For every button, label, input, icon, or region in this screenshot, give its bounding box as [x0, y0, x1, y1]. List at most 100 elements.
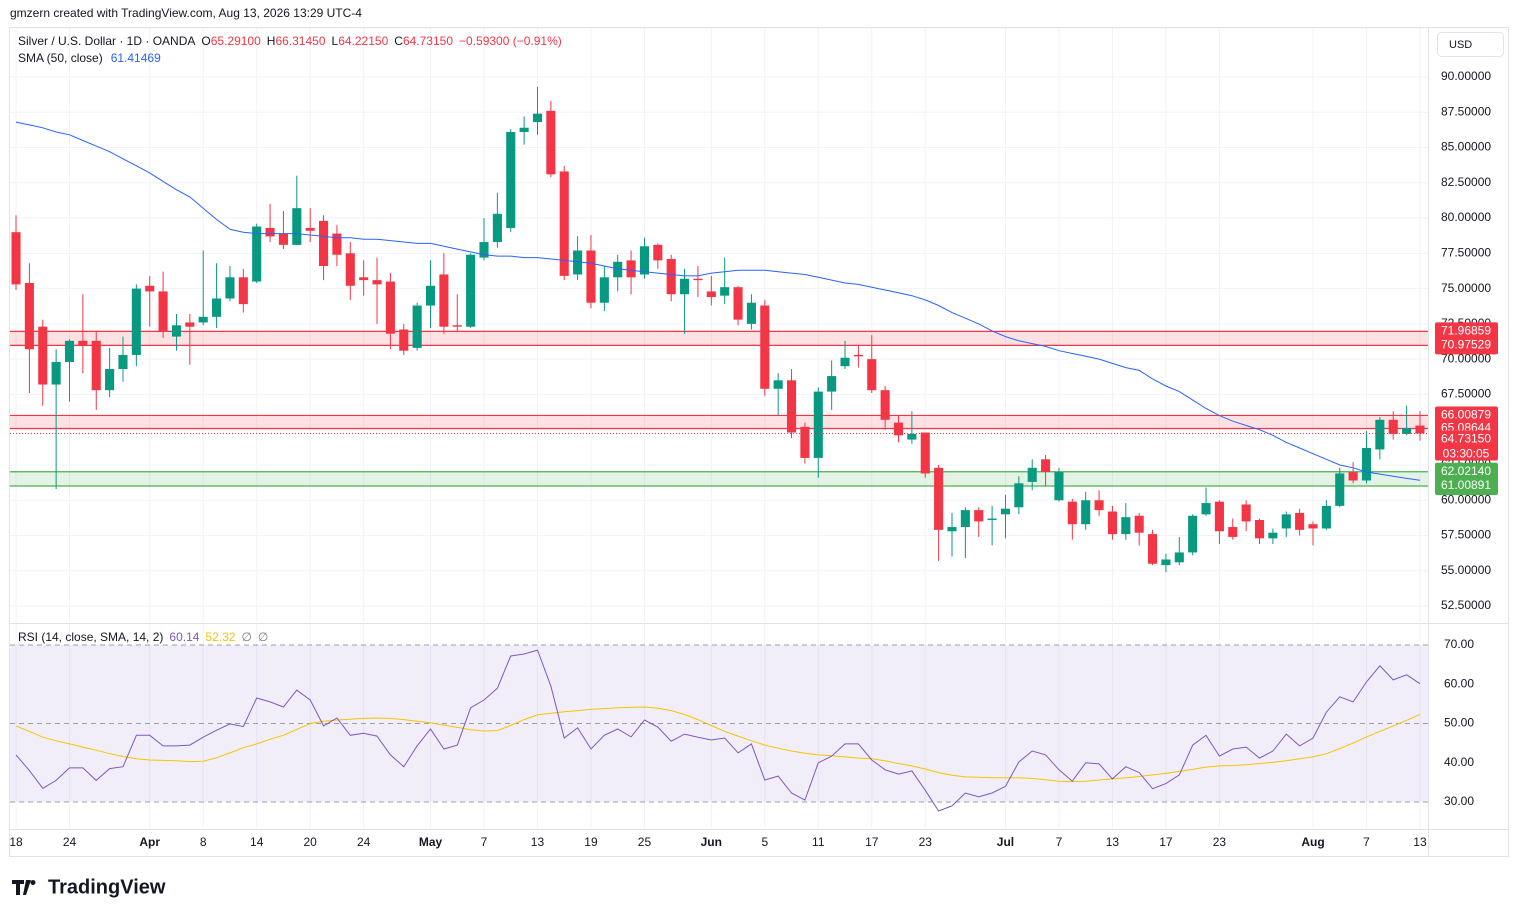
y-tick-label: 85.00000 — [1441, 140, 1491, 154]
y-tick-label: 70.00000 — [1441, 351, 1491, 365]
zone — [10, 471, 1428, 487]
x-tick-label: 7 — [481, 835, 488, 849]
countdown: 03:30:05 — [1443, 447, 1490, 461]
legend-item: RSI (14, close, SMA, 14, 2) — [18, 630, 163, 644]
y-tick-label: 60.00000 — [1441, 492, 1491, 506]
candle-body — [105, 369, 115, 391]
x-tick-label: 11 — [812, 835, 825, 849]
x-tick-label: 17 — [1159, 835, 1173, 849]
x-tick-label: 8 — [200, 835, 207, 849]
candle-body — [1201, 503, 1211, 515]
candle-body — [506, 131, 516, 228]
axes: 52.5000055.0000057.5000060.0000062.50000… — [9, 69, 1498, 849]
y-tick-label: 80.00000 — [1441, 210, 1491, 224]
candle-body — [1000, 508, 1011, 515]
x-tick-label: 13 — [531, 835, 545, 849]
candle-body — [278, 233, 288, 245]
legend-item: C — [394, 34, 403, 48]
legend-item: H — [267, 34, 276, 48]
candle-body — [800, 426, 810, 458]
x-tick-label: 7 — [1363, 835, 1370, 849]
legend-item: 65.29100 — [211, 34, 261, 48]
candle-body — [1361, 448, 1372, 481]
currency-label[interactable]: USD — [1449, 39, 1472, 51]
candle-body — [1027, 467, 1037, 482]
candle-body — [399, 329, 409, 351]
candle-body — [1321, 505, 1331, 529]
candle-body — [760, 305, 770, 389]
candle-body — [1081, 500, 1091, 525]
zone — [10, 331, 1428, 346]
candle-body — [332, 233, 342, 255]
candle-body — [947, 527, 957, 532]
price-badge — [1435, 430, 1498, 461]
legend-item: 60.14 — [169, 630, 199, 644]
candle-body — [613, 261, 623, 278]
candle-body — [91, 340, 101, 391]
x-tick-label: 25 — [638, 835, 652, 849]
rsi-line — [15, 649, 1421, 812]
candle-body — [987, 518, 997, 520]
x-tick-label: 23 — [1213, 835, 1227, 849]
candle-body — [706, 291, 716, 298]
candle-body — [746, 302, 756, 324]
candle-body — [1014, 483, 1024, 508]
candle-body — [586, 250, 596, 303]
candle-body — [720, 287, 730, 296]
candle-body — [827, 376, 837, 392]
legend-item: 64.22150 — [338, 34, 388, 48]
sma-line — [15, 121, 1421, 481]
candle-body — [1308, 524, 1318, 529]
candle-body — [653, 244, 663, 261]
candle-body — [292, 208, 302, 245]
legend-row: Silver / U.S. Dollar · 1D · OANDA O65.291… — [18, 34, 562, 48]
candle-body — [305, 227, 315, 231]
candle-body — [372, 280, 382, 285]
candle-body — [1281, 514, 1291, 529]
candle-body — [1148, 534, 1158, 564]
legend-item: O — [201, 34, 210, 48]
price-badge-label: 66.00879 — [1441, 408, 1491, 422]
x-tick-label: Jun — [701, 835, 722, 849]
x-tick-label: 18 — [9, 835, 23, 849]
x-tick-label: 17 — [865, 835, 879, 849]
candle-body — [840, 357, 850, 367]
legend-row: SMA (50, close) 61.41469 — [18, 51, 161, 65]
candle-body — [1041, 459, 1051, 473]
candle-body — [960, 510, 970, 528]
x-tick-label: Aug — [1301, 835, 1324, 849]
rsi-tick-label: 60.00 — [1444, 676, 1474, 690]
candle-body — [639, 246, 650, 275]
candle-body — [118, 354, 128, 370]
legend-item: SMA (50, close) — [18, 51, 103, 65]
rsi-tick-label: 40.00 — [1444, 755, 1474, 769]
candle-body — [1121, 517, 1131, 535]
candle-body — [1348, 472, 1358, 481]
candle-body — [786, 380, 797, 433]
legend-item: −0.59300 (−0.91%) — [459, 34, 562, 48]
candle-body — [1094, 500, 1104, 511]
legend: Silver / U.S. Dollar · 1D · OANDA O65.291… — [18, 34, 562, 644]
candle-body — [412, 305, 422, 348]
candle-body — [171, 325, 182, 337]
candle-body — [1188, 515, 1198, 553]
candle-body — [853, 354, 863, 357]
x-tick-label: 24 — [357, 835, 371, 849]
candle-body — [974, 510, 984, 522]
y-tick-label: 90.00000 — [1441, 69, 1491, 83]
rsi-tick-label: 70.00 — [1444, 637, 1474, 651]
x-tick-label: 23 — [919, 835, 933, 849]
price-badge-label: 61.00891 — [1441, 478, 1491, 492]
candle-body — [532, 113, 543, 123]
candle-body — [559, 171, 569, 276]
candle-body — [1174, 552, 1184, 563]
candle-body — [920, 432, 930, 474]
currency-button[interactable] — [1437, 32, 1504, 57]
candle-body — [733, 287, 743, 320]
attribution: gmzern created with TradingView.com, Aug… — [10, 6, 362, 20]
legend-item: L — [332, 34, 339, 48]
candle-body — [1375, 419, 1385, 450]
price-badge-label: 70.97529 — [1441, 338, 1491, 352]
